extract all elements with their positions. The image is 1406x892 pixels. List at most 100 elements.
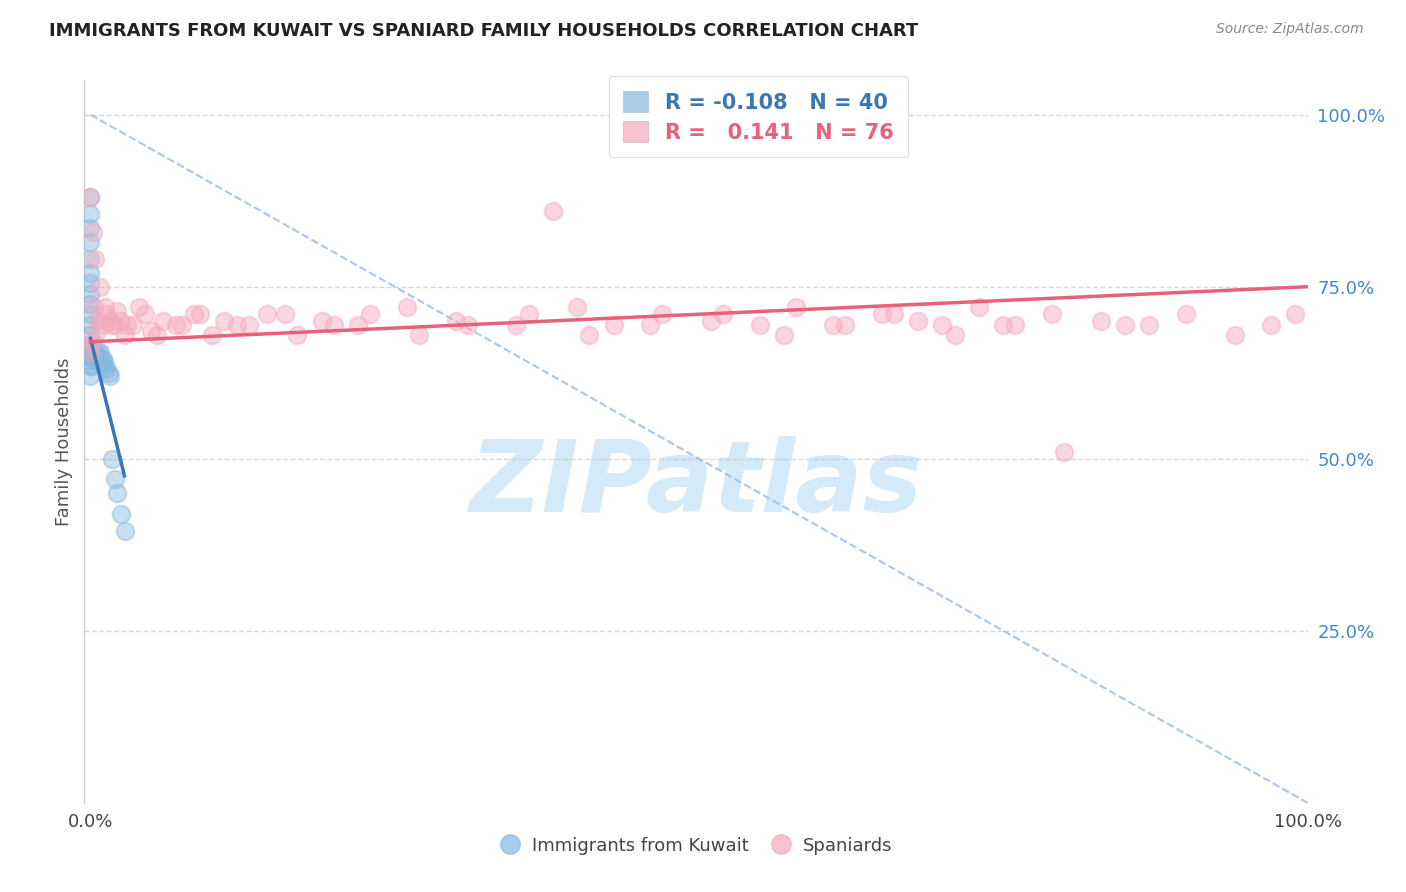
Point — [541, 204, 564, 219]
Point — [105, 486, 128, 500]
Point — [98, 369, 121, 384]
Point — [94, 359, 117, 373]
Point — [96, 307, 118, 321]
Point — [651, 307, 673, 321]
Point — [188, 307, 211, 321]
Point — [603, 318, 626, 332]
Point — [128, 301, 150, 315]
Point — [101, 318, 124, 332]
Point — [82, 351, 104, 366]
Point — [104, 318, 127, 332]
Point — [870, 307, 893, 321]
Point — [83, 301, 105, 315]
Point — [141, 325, 163, 339]
Point — [1174, 307, 1197, 321]
Point — [89, 345, 111, 359]
Point — [82, 345, 104, 359]
Point — [274, 307, 297, 321]
Point — [87, 314, 110, 328]
Point — [114, 327, 136, 342]
Point — [79, 252, 101, 267]
Point — [79, 190, 101, 204]
Point — [1040, 307, 1063, 321]
Point — [1260, 318, 1282, 332]
Point — [83, 351, 105, 366]
Text: Source: ZipAtlas.com: Source: ZipAtlas.com — [1216, 22, 1364, 37]
Point — [79, 359, 101, 373]
Point — [408, 327, 430, 342]
Point — [89, 279, 111, 293]
Point — [201, 327, 224, 342]
Point — [87, 345, 110, 359]
Text: IMMIGRANTS FROM KUWAIT VS SPANIARD FAMILY HOUSEHOLDS CORRELATION CHART: IMMIGRANTS FROM KUWAIT VS SPANIARD FAMIL… — [49, 22, 918, 40]
Point — [225, 318, 247, 332]
Point — [79, 307, 101, 321]
Point — [322, 318, 344, 332]
Legend: Immigrants from Kuwait, Spaniards: Immigrants from Kuwait, Spaniards — [492, 829, 900, 863]
Point — [165, 318, 187, 332]
Point — [134, 307, 156, 321]
Point — [91, 318, 114, 332]
Point — [285, 327, 308, 342]
Point — [748, 318, 770, 332]
Point — [79, 318, 101, 332]
Point — [1090, 314, 1112, 328]
Point — [183, 307, 205, 321]
Point — [93, 355, 115, 369]
Point — [79, 349, 101, 363]
Point — [114, 524, 136, 538]
Point — [110, 507, 132, 521]
Point — [84, 345, 107, 359]
Point — [311, 314, 333, 328]
Point — [79, 190, 101, 204]
Point — [82, 225, 104, 239]
Point — [87, 351, 110, 366]
Point — [1114, 318, 1136, 332]
Point — [79, 297, 101, 311]
Point — [115, 318, 138, 332]
Point — [110, 314, 132, 328]
Text: ZIPatlas: ZIPatlas — [470, 436, 922, 533]
Point — [79, 327, 101, 342]
Point — [79, 277, 101, 291]
Point — [931, 318, 953, 332]
Point — [444, 314, 467, 328]
Point — [1004, 318, 1026, 332]
Point — [94, 301, 117, 315]
Point — [97, 366, 120, 380]
Point — [101, 451, 124, 466]
Point — [79, 266, 101, 280]
Point — [359, 307, 381, 321]
Point — [517, 307, 540, 321]
Point — [79, 221, 101, 235]
Point — [214, 314, 236, 328]
Point — [907, 314, 929, 328]
Point — [457, 318, 479, 332]
Point — [1053, 445, 1076, 459]
Point — [105, 303, 128, 318]
Point — [640, 318, 662, 332]
Point — [90, 351, 112, 366]
Point — [700, 314, 723, 328]
Point — [84, 252, 107, 267]
Point — [578, 327, 600, 342]
Point — [711, 307, 734, 321]
Point — [152, 314, 174, 328]
Point — [943, 327, 966, 342]
Point — [79, 369, 101, 384]
Point — [80, 359, 103, 373]
Point — [238, 318, 260, 332]
Point — [170, 318, 193, 332]
Point — [146, 327, 169, 342]
Point — [967, 301, 990, 315]
Point — [79, 338, 101, 352]
Point — [773, 327, 796, 342]
Point — [347, 318, 370, 332]
Point — [785, 301, 807, 315]
Point — [86, 351, 108, 366]
Point — [1137, 318, 1160, 332]
Point — [1223, 327, 1246, 342]
Point — [834, 318, 856, 332]
Point — [567, 301, 589, 315]
Point — [80, 334, 103, 349]
